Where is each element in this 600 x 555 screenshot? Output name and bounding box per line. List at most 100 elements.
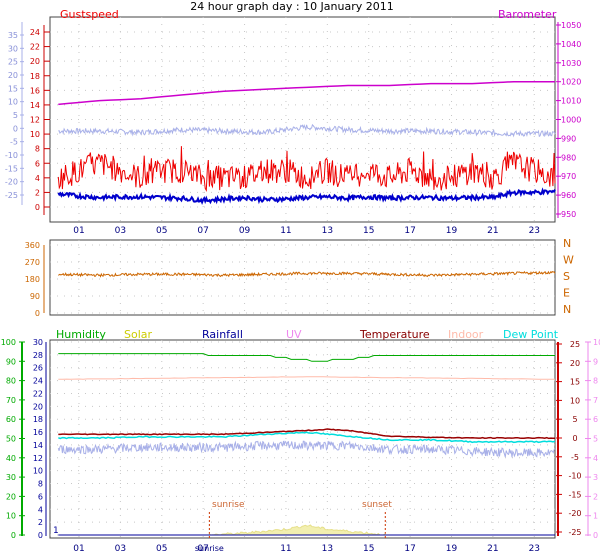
inner-left-tick-20: 20 [30, 57, 40, 66]
inner-left-tick-4: 4 [35, 174, 40, 183]
panel3-frame [49, 339, 556, 539]
compass-W-1: W [563, 254, 574, 267]
time-tick-p3-07: 07 [197, 544, 208, 554]
sunrise-axis-label: sunrise [195, 544, 224, 553]
time-tick-p3-03: 03 [115, 544, 126, 554]
temp-right-tick-15: 15 [570, 378, 580, 387]
humidity-tick-0: 0 [11, 531, 16, 540]
uv-tick-4: 4 [593, 454, 598, 463]
inner-left-tick-16: 16 [30, 86, 40, 95]
rainfall-legend: Rainfall [202, 328, 243, 341]
inner-left-tick-14: 14 [30, 101, 40, 110]
sunrise-label: sunrise [212, 500, 245, 510]
sunset-label: sunset [362, 500, 392, 510]
right-tick-1030: 1030 [561, 59, 581, 68]
humidity-tick-40: 40 [6, 454, 16, 463]
humidity-tick-70: 70 [6, 396, 16, 405]
uv-legend: UV [286, 328, 302, 341]
time-tick-p3-01: 01 [73, 544, 84, 554]
uv-tick-3: 3 [593, 473, 598, 482]
barometer-legend: Barometer [498, 8, 557, 21]
wind-direction-line [58, 270, 556, 278]
inner-left-tick-24: 24 [30, 28, 40, 37]
rainfall-tick-24: 24 [33, 377, 43, 386]
inner-left-tick-0: 0 [35, 203, 40, 212]
rainfall-tick-18: 18 [33, 415, 43, 424]
uv-tick-10: 10 [593, 338, 600, 347]
rainfall-day-marker: 1 [53, 526, 59, 536]
temp-right-tick-5: 5 [572, 415, 577, 424]
temperature-line-p3 [58, 428, 556, 440]
uv-tick-0: 0 [593, 531, 598, 540]
outer-left-tick-25: 25 [8, 58, 18, 67]
inner-left-tick-18: 18 [30, 72, 40, 81]
dewpoint-line [58, 431, 556, 444]
solar-legend: Solar [124, 328, 153, 341]
panel2-grid [50, 240, 555, 315]
right-tick-1050: 1050 [561, 21, 581, 30]
panel3-grid [50, 340, 555, 538]
dewpoint-legend: Dew Point [503, 328, 559, 341]
time-tick-p1-13: 13 [322, 226, 333, 236]
dir-tick-270: 270 [25, 258, 40, 267]
right-tick-980: 980 [561, 153, 576, 162]
time-tick-p1-03: 03 [115, 226, 126, 236]
time-tick-p1-11: 11 [280, 226, 291, 236]
rainfall-tick-8: 8 [38, 480, 43, 489]
temp-right-tick--5: -5 [571, 453, 579, 462]
panel1-grid [50, 17, 555, 222]
outer-left-tick-20: 20 [8, 71, 18, 80]
panel2-series [58, 270, 556, 278]
inner-left-tick-8: 8 [35, 145, 40, 154]
wind-pressure-panel: 35302520151050-5-10-15-20-25242220181614… [5, 8, 581, 236]
rainfall-tick-4: 4 [38, 505, 43, 514]
outer-left-tick--25: -25 [5, 191, 18, 200]
right-tick-990: 990 [561, 134, 576, 143]
outer-left-tick-0: 0 [13, 124, 18, 133]
rainfall-tick-2: 2 [38, 518, 43, 527]
dir-tick-360: 360 [25, 241, 40, 250]
time-tick-p1-23: 23 [529, 226, 540, 236]
outer-left-tick--10: -10 [5, 151, 18, 160]
time-tick-p1-21: 21 [487, 226, 498, 236]
humidity-legend: Humidity [56, 328, 106, 341]
rainfall-tick-16: 16 [33, 428, 43, 437]
outer-left-tick-10: 10 [8, 98, 18, 107]
outer-left-tick-30: 30 [8, 44, 18, 53]
panel1-time-ticks: 01 03 05 07 09 11 13 15 17 19 21 23 [73, 226, 540, 236]
time-tick-p3-15: 15 [363, 544, 374, 554]
temp-right-tick-20: 20 [570, 359, 580, 368]
humidity-tick-30: 30 [6, 473, 16, 482]
humidity-tick-100: 100 [1, 338, 16, 347]
time-tick-p1-09: 09 [239, 226, 251, 236]
rainfall-tick-10: 10 [33, 467, 43, 476]
apparent-temp-line [57, 440, 556, 458]
right-tick-950: 950 [561, 210, 576, 219]
temp-right-tick-10: 10 [570, 396, 580, 405]
uv-tick-5: 5 [593, 435, 598, 444]
humidity-tick-20: 20 [6, 492, 16, 501]
temp-right-tick--20: -20 [568, 509, 581, 518]
dir-tick-90: 90 [30, 292, 40, 301]
barometer-line [58, 80, 555, 106]
uv-tick-7: 7 [593, 396, 598, 405]
temperature-line [58, 123, 556, 138]
time-tick-p3-11: 11 [280, 544, 291, 554]
compass-N-0: N [563, 237, 571, 250]
time-tick-p3-13: 13 [322, 544, 333, 554]
right-tick-960: 960 [561, 191, 576, 200]
inner-left-tick-2: 2 [35, 188, 40, 197]
gustspeed-line [57, 146, 556, 193]
outer-left-tick-15: 15 [8, 84, 18, 93]
compass-S-2: S [563, 270, 570, 283]
solar-area [208, 524, 387, 536]
panel1-series [57, 80, 556, 206]
rainfall-tick-22: 22 [33, 389, 43, 398]
temp-right-tick--10: -10 [568, 472, 581, 481]
time-tick-p3-23: 23 [529, 544, 540, 554]
inner-left-tick-6: 6 [35, 159, 40, 168]
uv-tick-9: 9 [593, 357, 598, 366]
right-tick-1040: 1040 [561, 40, 581, 49]
humidity-tick-90: 90 [6, 357, 16, 366]
page-title: 24 hour graph day : 10 January 2011 [190, 0, 394, 13]
